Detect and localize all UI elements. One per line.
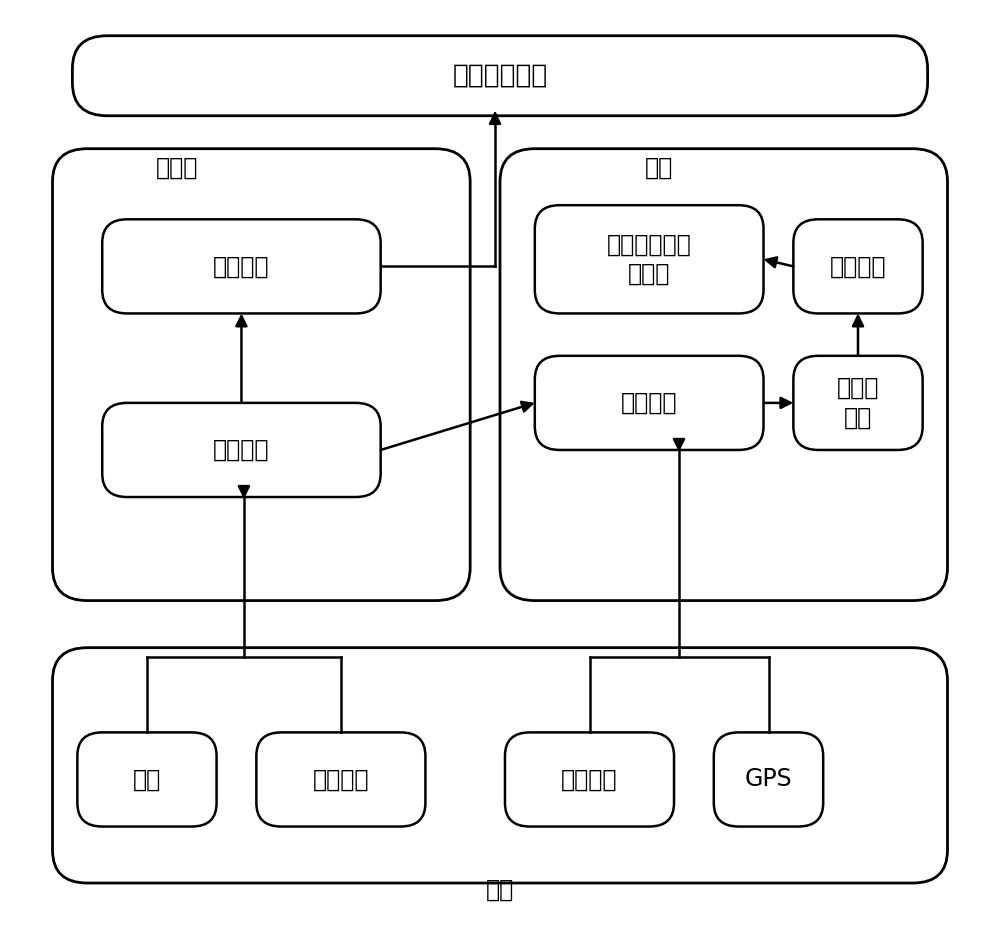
Text: 激光雷达: 激光雷达 [313,767,369,792]
FancyBboxPatch shape [793,356,923,450]
Text: 惯导: 惯导 [133,767,161,792]
FancyBboxPatch shape [77,732,217,827]
Text: 识别: 识别 [645,155,673,180]
FancyBboxPatch shape [53,648,948,883]
FancyBboxPatch shape [53,149,470,600]
Text: 多帧标定: 多帧标定 [213,255,270,278]
FancyBboxPatch shape [714,732,823,827]
Text: 输入: 输入 [486,878,514,902]
FancyBboxPatch shape [102,220,381,313]
Text: 高度图
生成: 高度图 生成 [837,376,879,430]
Text: 区域提取: 区域提取 [621,391,677,415]
FancyBboxPatch shape [793,220,923,313]
Text: 特征提取: 特征提取 [830,255,886,278]
FancyBboxPatch shape [72,36,928,116]
Text: 支持向量回归
机预测: 支持向量回归 机预测 [607,232,692,286]
FancyBboxPatch shape [535,356,764,450]
Text: 单帧标定: 单帧标定 [213,438,270,462]
FancyBboxPatch shape [535,205,764,313]
Text: 预处理: 预处理 [156,155,198,180]
FancyBboxPatch shape [102,402,381,497]
Text: 数字地图: 数字地图 [561,767,618,792]
Text: 其他应用程序: 其他应用程序 [452,63,548,89]
Text: GPS: GPS [745,767,792,792]
FancyBboxPatch shape [500,149,948,600]
FancyBboxPatch shape [256,732,425,827]
FancyBboxPatch shape [505,732,674,827]
